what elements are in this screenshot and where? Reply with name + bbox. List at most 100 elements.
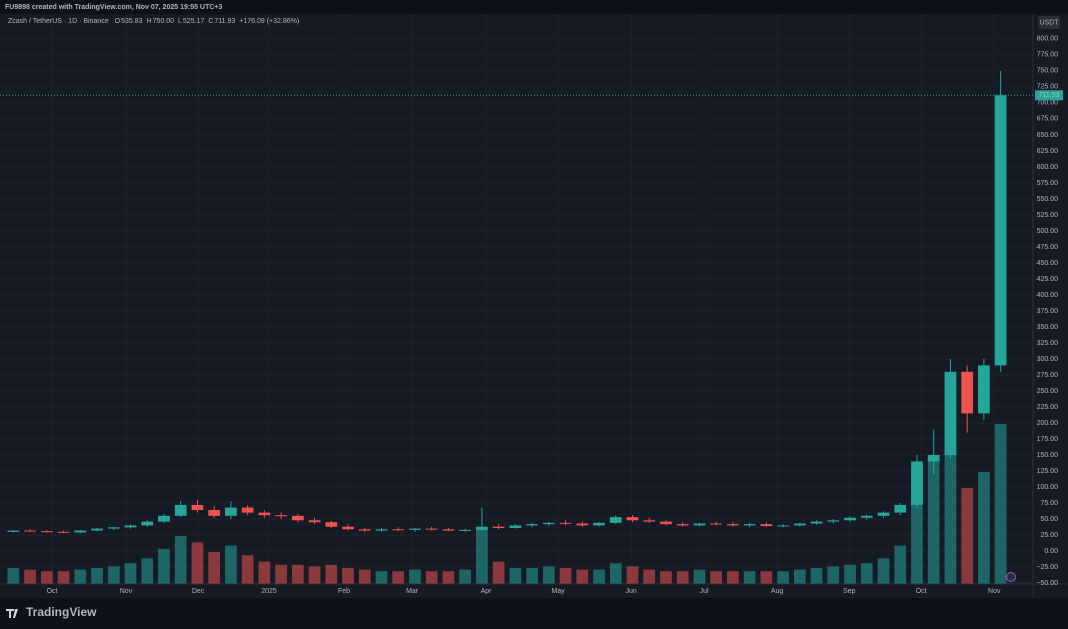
- y-tick-label: 375.00: [1037, 308, 1059, 315]
- volume-bar: [760, 571, 773, 584]
- currency-box: [1038, 16, 1060, 29]
- volume-bar: [225, 545, 237, 584]
- legend-key: L: [178, 18, 182, 25]
- volume-bar: [107, 566, 120, 584]
- candle-body: [927, 455, 940, 462]
- legend-value: 535.83: [121, 18, 143, 25]
- volume-bar: [275, 564, 287, 584]
- volume-bar: [141, 558, 154, 584]
- y-tick-label: 425.00: [1037, 276, 1059, 283]
- x-tick-label: Feb: [338, 588, 350, 595]
- volume-bar: [660, 571, 672, 584]
- y-tick-label: 450.00: [1037, 260, 1059, 267]
- y-tick-label: 25.00: [1040, 532, 1058, 539]
- candle-body: [793, 523, 806, 526]
- volume-bar: [994, 424, 1007, 584]
- x-tick-label: Nov: [988, 588, 1001, 595]
- volume-bar: [476, 529, 488, 584]
- volume-bar: [158, 548, 170, 584]
- candle-body: [877, 512, 890, 516]
- volume-bar: [57, 571, 70, 584]
- y-tick-label: 250.00: [1037, 388, 1059, 395]
- y-tick-label: 725.00: [1037, 84, 1059, 91]
- candle-body: [844, 517, 856, 521]
- candles: [7, 70, 1007, 534]
- volume-bar: [191, 542, 204, 584]
- candle-body: [509, 525, 522, 528]
- candle-body: [860, 515, 873, 518]
- candle-body: [459, 529, 472, 531]
- volume-bar: [911, 472, 923, 584]
- volume-bar: [793, 569, 806, 584]
- y-tick-label: 325.00: [1037, 340, 1059, 347]
- y-tick-label: 200.00: [1037, 420, 1059, 427]
- volume-bar: [358, 569, 371, 584]
- candle-body: [676, 524, 689, 526]
- candle-body: [827, 520, 840, 522]
- candle-body: [425, 528, 438, 530]
- axes: −50.00 −25.00 0.00 25.00 50.00 75.00 100.00 125…: [0, 14, 1068, 598]
- volume-bar: [425, 571, 438, 584]
- volume-bar: [743, 571, 756, 584]
- x-tick-label: 2025: [261, 588, 277, 595]
- candle-body: [626, 517, 639, 521]
- y-tick-label: 400.00: [1037, 292, 1059, 299]
- candle-body: [358, 529, 371, 531]
- candle-body: [609, 517, 622, 523]
- candle-body: [643, 520, 656, 522]
- candle-body: [660, 521, 672, 525]
- y-tick-label: 0.00: [1044, 548, 1058, 555]
- y-tick-label: 125.00: [1037, 468, 1059, 475]
- y-tick-label: 800.00: [1037, 36, 1059, 43]
- chart-area: [0, 14, 1068, 598]
- candle-body: [241, 507, 254, 513]
- volume-bar: [609, 563, 622, 584]
- volume-bar: [844, 564, 856, 584]
- x-tick-label: Oct: [916, 588, 927, 595]
- candle-body: [291, 515, 304, 521]
- candle-body: [492, 526, 505, 528]
- volume-bar: [643, 569, 656, 584]
- y-tick-label: 475.00: [1037, 244, 1059, 251]
- grid: [0, 14, 1033, 584]
- y-tick-label: 75.00: [1040, 500, 1058, 507]
- candle-body: [91, 528, 103, 531]
- volume-bar: [509, 568, 522, 584]
- legend-value: 525.17: [183, 18, 205, 25]
- event-icon: [1006, 572, 1016, 582]
- currency: USDT: [1039, 19, 1059, 26]
- volume-bar: [877, 558, 890, 584]
- candle-body: [191, 504, 204, 511]
- y-tick-label: 750.00: [1037, 68, 1059, 75]
- volume-bar: [124, 563, 137, 584]
- volume-bar: [375, 571, 388, 584]
- volume-bar: [810, 568, 823, 584]
- candle-body: [107, 527, 120, 529]
- volume-bar: [258, 561, 271, 584]
- candle-body: [693, 523, 706, 526]
- last-price-badge: [1035, 90, 1063, 101]
- x-tick-label: Sep: [843, 588, 856, 595]
- candle-body: [325, 522, 338, 527]
- volume-bar: [7, 568, 20, 584]
- candle-body: [576, 523, 589, 526]
- y-tick-label: 525.00: [1037, 212, 1059, 219]
- y-tick-label: 175.00: [1037, 436, 1059, 443]
- candle-body: [526, 524, 538, 526]
- candle-body: [74, 530, 87, 533]
- y-tick-label: 350.00: [1037, 324, 1059, 331]
- candle-body: [342, 526, 354, 530]
- y-tick-label: 575.00: [1037, 180, 1059, 187]
- y-tick-label: 275.00: [1037, 372, 1059, 379]
- legend-title: Zcash / TetherUS · 1D · Binance: [8, 18, 109, 25]
- y-tick-label: 300.00: [1037, 356, 1059, 363]
- volume-bar: [626, 566, 639, 584]
- candle-body: [542, 522, 555, 525]
- volume-bar: [777, 571, 789, 584]
- x-tick-label: May: [551, 588, 565, 595]
- y-tick-label: 500.00: [1037, 228, 1059, 235]
- candle-body: [7, 530, 20, 532]
- volume-bar: [91, 568, 103, 584]
- volume-bar: [74, 569, 87, 584]
- x-tick-label: Jun: [626, 588, 637, 595]
